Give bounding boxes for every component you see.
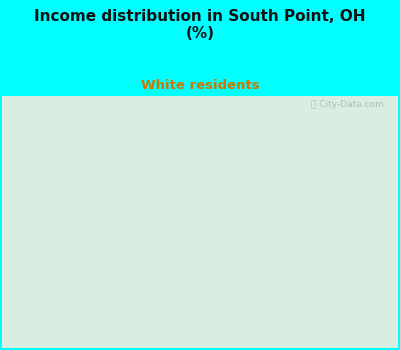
Text: $30k: $30k xyxy=(279,255,303,264)
Text: $100k: $100k xyxy=(130,143,161,152)
Wedge shape xyxy=(152,165,200,224)
Text: ⓘ City-Data.com: ⓘ City-Data.com xyxy=(311,100,384,109)
Text: $150k: $150k xyxy=(86,241,116,250)
Wedge shape xyxy=(200,186,256,224)
Text: White residents: White residents xyxy=(141,79,259,92)
Wedge shape xyxy=(141,223,200,253)
Wedge shape xyxy=(171,224,218,283)
Text: $20k: $20k xyxy=(179,305,204,314)
Text: $200k: $200k xyxy=(286,209,316,218)
Wedge shape xyxy=(200,203,259,231)
Wedge shape xyxy=(149,224,200,276)
Text: Income distribution in South Point, OH
(%): Income distribution in South Point, OH (… xyxy=(34,9,366,41)
Text: > $200k: > $200k xyxy=(247,292,288,301)
Text: $125k: $125k xyxy=(108,281,140,290)
Wedge shape xyxy=(200,224,259,263)
Text: $75k: $75k xyxy=(93,192,118,201)
Wedge shape xyxy=(141,189,200,224)
Text: $50k: $50k xyxy=(223,136,248,146)
Text: $60k: $60k xyxy=(275,176,299,186)
Text: $40k: $40k xyxy=(256,154,281,163)
Wedge shape xyxy=(200,224,244,280)
Wedge shape xyxy=(200,165,230,224)
Wedge shape xyxy=(200,173,246,224)
